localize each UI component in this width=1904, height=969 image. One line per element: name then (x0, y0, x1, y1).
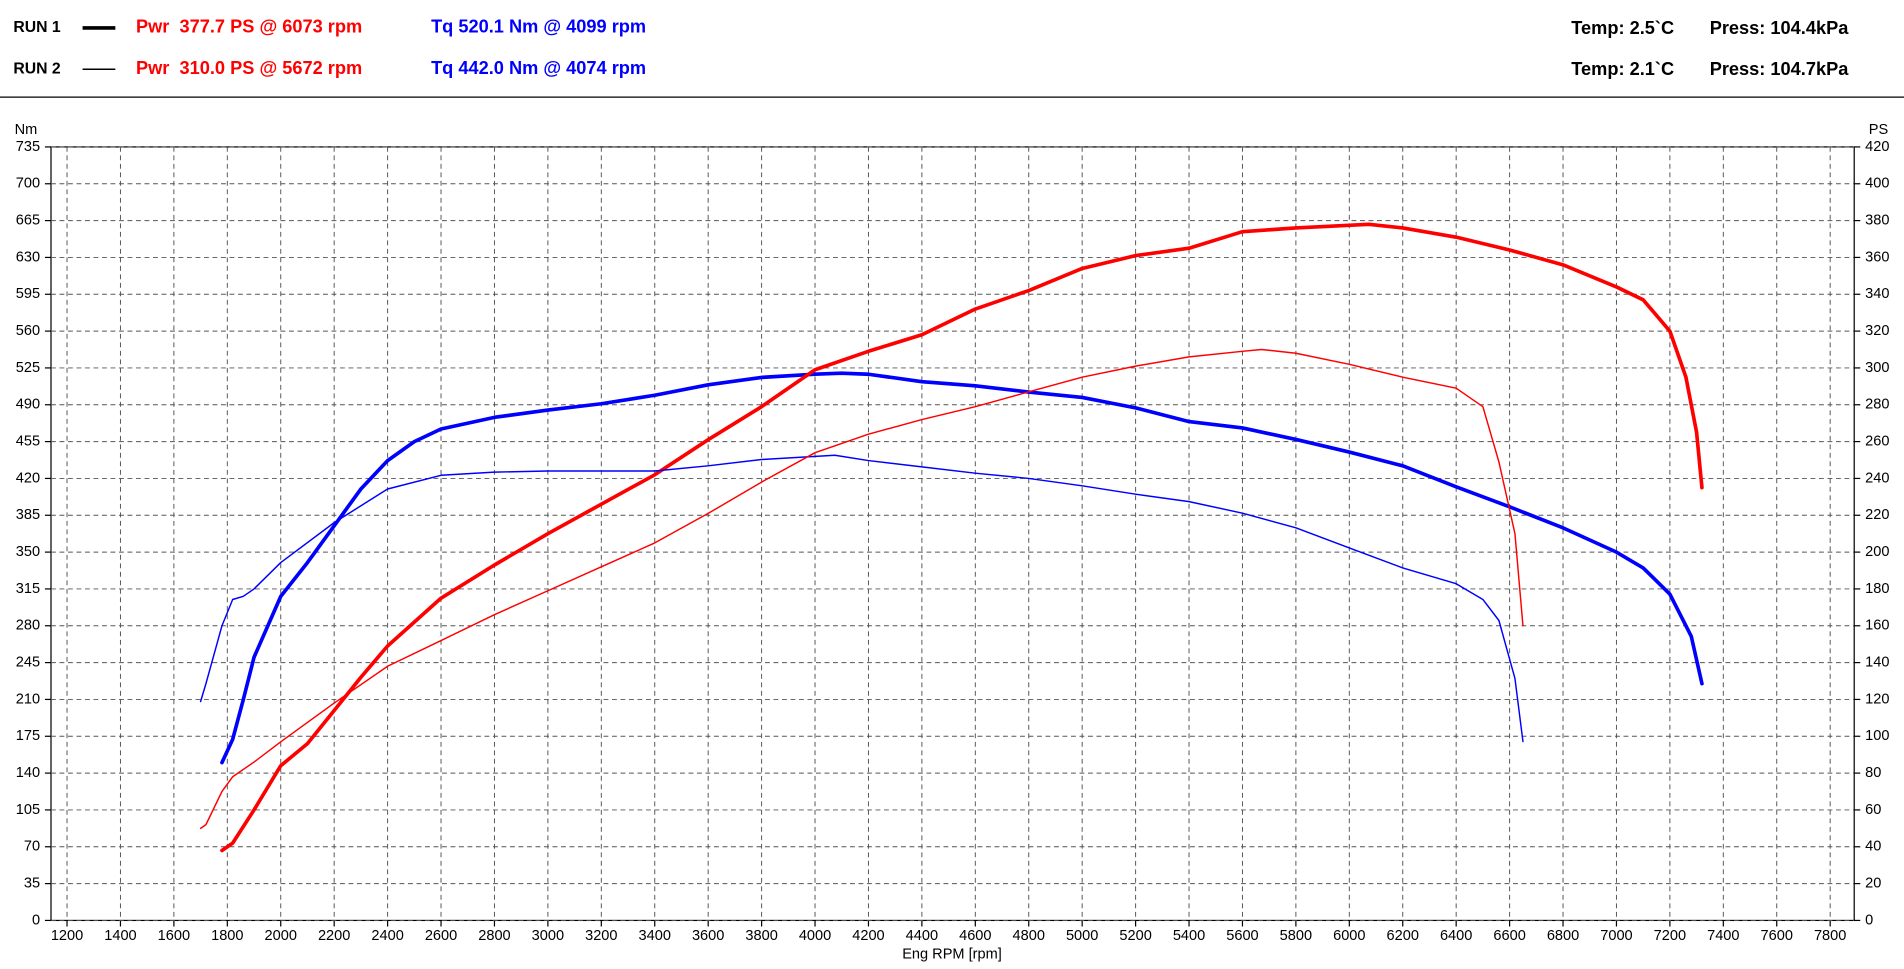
x-tick-label: 4800 (1013, 928, 1045, 944)
x-tick-label: 2400 (371, 928, 403, 944)
x-tick-label: 6600 (1493, 928, 1525, 944)
y2-tick-label: 300 (1865, 360, 1889, 376)
y2-tick-label: 40 (1865, 839, 1881, 855)
y2-tick-label: 380 (1865, 212, 1889, 228)
y2-tick-label: 340 (1865, 286, 1889, 302)
y-tick-label: 630 (16, 249, 40, 265)
y-tick-label: 385 (16, 507, 40, 523)
y2-tick-label: 260 (1865, 433, 1889, 449)
x-tick-label: 7600 (1761, 928, 1793, 944)
curve (220, 222, 1704, 853)
x-tick-label: 3000 (532, 928, 564, 944)
x-tick-label: 2800 (478, 928, 510, 944)
x-tick-label: 7200 (1654, 928, 1686, 944)
y2-tick-label: 240 (1865, 470, 1889, 486)
torque-peak: Tq 442.0 Nm @ 4074 rpm (431, 58, 646, 78)
y-tick-label: 735 (16, 139, 40, 155)
y-tick-label: 700 (16, 176, 40, 192)
y-tick-label: 595 (16, 286, 40, 302)
x-tick-label: 5400 (1173, 928, 1205, 944)
y2-tick-label: 220 (1865, 507, 1889, 523)
y-tick-label: 140 (16, 765, 40, 781)
x-tick-label: 3400 (639, 928, 671, 944)
y-tick-label: 280 (16, 618, 40, 634)
temp: Temp: 2.1`C (1571, 59, 1674, 79)
y-tick-label: 105 (16, 802, 40, 818)
y2-tick-label: 400 (1865, 176, 1889, 192)
x-tick-label: 6000 (1333, 928, 1365, 944)
y2-tick-label: 140 (1865, 654, 1889, 670)
y2-tick-label: 80 (1865, 765, 1881, 781)
y2-tick-label: 200 (1865, 544, 1889, 560)
x-tick-label: 5200 (1119, 928, 1151, 944)
y2-tick-label: 280 (1865, 397, 1889, 413)
y-tick-label: 245 (16, 654, 40, 670)
y2-tick-label: 20 (1865, 875, 1881, 891)
y-tick-label: 665 (16, 212, 40, 228)
temp: Temp: 2.5`C (1571, 18, 1674, 38)
power-peak: Pwr 310.0 PS @ 5672 rpm (136, 58, 362, 78)
y-tick-label: 420 (16, 470, 40, 486)
y-tick-label: 35 (24, 875, 40, 891)
x-tick-label: 2200 (318, 928, 350, 944)
x-tick-label: 6200 (1387, 928, 1419, 944)
y2-tick-label: 120 (1865, 691, 1889, 707)
y2-tick-label: 180 (1865, 581, 1889, 597)
y-tick-label: 560 (16, 323, 40, 339)
x-tick-label: 3600 (692, 928, 724, 944)
x-tick-label: 7800 (1814, 928, 1846, 944)
power-peak: Pwr 377.7 PS @ 6073 rpm (136, 17, 362, 37)
run-name: RUN 2 (13, 60, 61, 77)
y2-tick-label: 160 (1865, 618, 1889, 634)
x-tick-label: 5600 (1226, 928, 1258, 944)
press: Press: 104.7kPa (1710, 59, 1850, 79)
x-axis-label: Eng RPM [rpm] (902, 946, 1002, 962)
x-tick-label: 1200 (51, 928, 83, 944)
torque-peak: Tq 520.1 Nm @ 4099 rpm (431, 17, 646, 37)
y-tick-label: 0 (32, 912, 40, 928)
plot-frame (50, 146, 1855, 922)
y2-tick-label: 320 (1865, 323, 1889, 339)
y2-tick-label: 420 (1865, 139, 1889, 155)
y-tick-label: 70 (24, 839, 40, 855)
y-tick-label: 175 (16, 728, 40, 744)
x-tick-label: 1400 (104, 928, 136, 944)
x-tick-label: 2600 (425, 928, 457, 944)
x-tick-label: 3200 (585, 928, 617, 944)
y-tick-label: 315 (16, 581, 40, 597)
y2-tick-label: 100 (1865, 728, 1889, 744)
y2-tick-label: 60 (1865, 802, 1881, 818)
y-tick-label: 455 (16, 433, 40, 449)
y-tick-label: 350 (16, 544, 40, 560)
press: Press: 104.4kPa (1710, 18, 1850, 38)
x-tick-label: 2000 (265, 928, 297, 944)
x-tick-label: 3800 (745, 928, 777, 944)
x-tick-label: 6400 (1440, 928, 1472, 944)
curve (199, 454, 1524, 743)
y2-tick-label: 360 (1865, 249, 1889, 265)
x-tick-label: 7400 (1707, 928, 1739, 944)
y-tick-label: 490 (16, 397, 40, 413)
x-tick-label: 1800 (211, 928, 243, 944)
curve (199, 348, 1524, 830)
x-tick-label: 4000 (799, 928, 831, 944)
x-tick-label: 1600 (158, 928, 190, 944)
x-tick-label: 6800 (1547, 928, 1579, 944)
y-tick-label: 525 (16, 360, 40, 376)
y2-axis-label: PS (1869, 122, 1889, 138)
x-tick-label: 4600 (959, 928, 991, 944)
x-tick-label: 5000 (1066, 928, 1098, 944)
x-tick-label: 4200 (852, 928, 884, 944)
run-name: RUN 1 (13, 19, 61, 36)
y2-tick-label: 0 (1865, 912, 1873, 928)
x-tick-label: 5800 (1280, 928, 1312, 944)
y-axis-label: Nm (15, 122, 38, 138)
x-tick-label: 4400 (906, 928, 938, 944)
curve (220, 371, 1704, 765)
y-tick-label: 210 (16, 691, 40, 707)
x-tick-label: 7000 (1600, 928, 1632, 944)
